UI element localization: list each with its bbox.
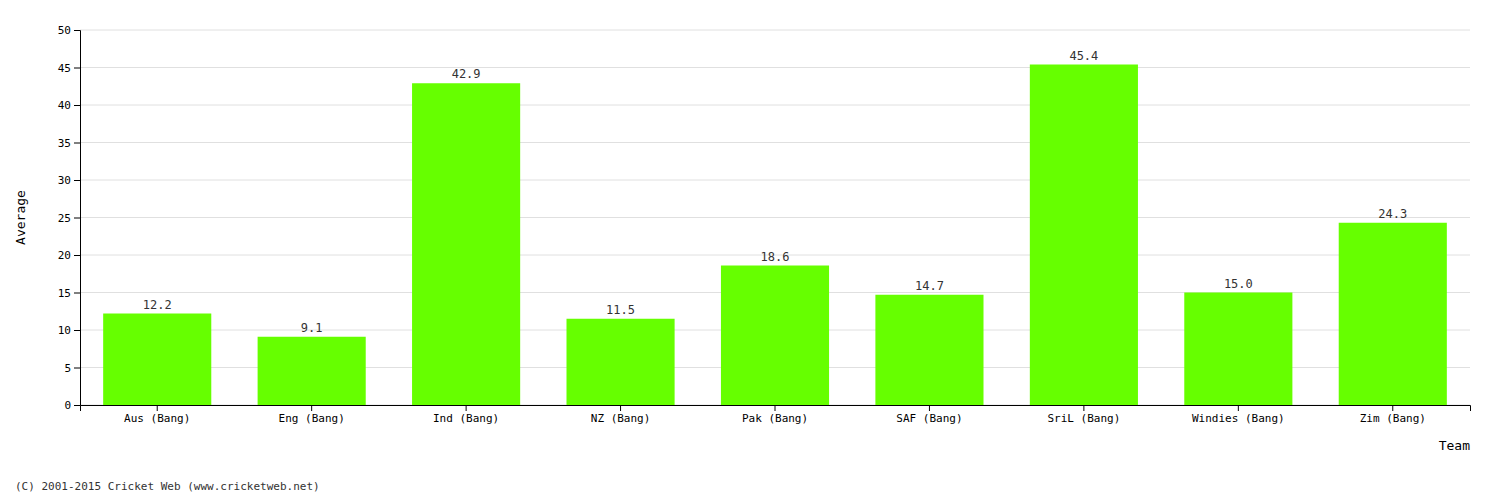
tick-label: 45 bbox=[58, 62, 71, 75]
tick: 50 bbox=[58, 24, 80, 37]
tick-mark bbox=[466, 405, 467, 411]
tick-mark bbox=[775, 405, 776, 411]
bar bbox=[875, 295, 983, 405]
tick-mark bbox=[74, 180, 80, 181]
data-label: 24.3 bbox=[1378, 207, 1407, 221]
grid-line bbox=[80, 30, 1470, 31]
plot-area: 12.2 9.1 42.9 11.5 18.6 14.7 45.4 15.0 24.3 Aus (… bbox=[58, 24, 1471, 425]
grid-line bbox=[80, 105, 1470, 106]
tick: Eng (Bang) bbox=[279, 405, 345, 425]
x-axis: Aus (Bang) Eng (Bang) Ind (Bang) NZ (Bang) P… bbox=[81, 405, 1471, 425]
tick: 30 bbox=[58, 174, 80, 187]
tick-mark bbox=[74, 105, 80, 106]
tick-mark bbox=[1083, 405, 1084, 411]
tick-mark bbox=[311, 405, 312, 411]
tick: Pak (Bang) bbox=[742, 405, 808, 425]
bar bbox=[721, 266, 829, 406]
tick-mark bbox=[74, 255, 80, 256]
tick-mark bbox=[74, 368, 80, 369]
tick-mark bbox=[74, 330, 80, 331]
tick: 45 bbox=[58, 62, 80, 75]
tick-mark bbox=[74, 30, 80, 31]
chart: 12.2 9.1 42.9 11.5 18.6 14.7 45.4 15.0 24.3 Aus (… bbox=[0, 0, 1500, 500]
tick: NZ (Bang) bbox=[591, 405, 651, 425]
tick-label: SAF (Bang) bbox=[896, 412, 962, 425]
tick-label: Ind (Bang) bbox=[433, 412, 499, 425]
data-label: 11.5 bbox=[606, 303, 635, 317]
tick-label: 20 bbox=[58, 249, 71, 262]
y-axis-title: Average bbox=[13, 190, 28, 245]
bar bbox=[1339, 223, 1447, 405]
tick-mark bbox=[74, 405, 80, 406]
tick-label: 40 bbox=[58, 99, 71, 112]
tick: 10 bbox=[58, 324, 80, 337]
tick-mark bbox=[1238, 405, 1239, 411]
tick-label: Aus (Bang) bbox=[124, 412, 190, 425]
y-axis: 0 5 10 15 20 25 30 35 40 45 50 bbox=[58, 24, 81, 412]
bar bbox=[1184, 293, 1292, 406]
data-label: 42.9 bbox=[452, 67, 481, 81]
tick: 20 bbox=[58, 249, 80, 262]
grid-line bbox=[80, 67, 1470, 68]
tick-mark bbox=[74, 218, 80, 219]
data-label: 12.2 bbox=[143, 298, 172, 312]
bar bbox=[258, 337, 366, 405]
tick-label: NZ (Bang) bbox=[591, 412, 651, 425]
tick-label: SriL (Bang) bbox=[1047, 412, 1120, 425]
bars bbox=[103, 65, 1447, 406]
tick-label: Zim (Bang) bbox=[1360, 412, 1426, 425]
tick-label: 5 bbox=[64, 362, 71, 375]
tick-label: Eng (Bang) bbox=[279, 412, 345, 425]
tick: Aus (Bang) bbox=[124, 405, 190, 425]
tick-mark bbox=[74, 293, 80, 294]
tick-mark bbox=[74, 143, 80, 144]
tick-label: 25 bbox=[58, 212, 71, 225]
grid-line bbox=[80, 217, 1470, 218]
grid-line bbox=[80, 142, 1470, 143]
x-axis-title: Team bbox=[1439, 438, 1470, 453]
tick-label: Windies (Bang) bbox=[1192, 412, 1285, 425]
bar bbox=[412, 83, 520, 405]
data-label: 18.6 bbox=[761, 250, 790, 264]
bar bbox=[1030, 65, 1138, 406]
tick-mark bbox=[620, 405, 621, 411]
tick: Zim (Bang) bbox=[1360, 405, 1426, 425]
grid bbox=[80, 30, 1470, 405]
tick-label: 10 bbox=[58, 324, 71, 337]
data-label: 15.0 bbox=[1224, 277, 1253, 291]
tick: 40 bbox=[58, 99, 80, 112]
tick: SriL (Bang) bbox=[1047, 405, 1120, 425]
tick: 35 bbox=[58, 137, 80, 150]
tick-label: 30 bbox=[58, 174, 71, 187]
tick: 5 bbox=[64, 362, 80, 375]
tick: SAF (Bang) bbox=[896, 405, 962, 425]
tick-label: 50 bbox=[58, 24, 71, 37]
tick-mark bbox=[74, 68, 80, 69]
tick-mark bbox=[1392, 405, 1393, 411]
grid-line bbox=[80, 180, 1470, 181]
data-label: 9.1 bbox=[301, 321, 323, 335]
axis-line bbox=[81, 406, 1471, 412]
bar bbox=[103, 314, 211, 406]
tick-label: 0 bbox=[64, 399, 71, 412]
axis-line bbox=[74, 31, 81, 406]
tick: Ind (Bang) bbox=[433, 405, 499, 425]
tick: 15 bbox=[58, 287, 80, 300]
data-label: 14.7 bbox=[915, 279, 944, 293]
tick-mark bbox=[157, 405, 158, 411]
tick-label: Pak (Bang) bbox=[742, 412, 808, 425]
tick: Windies (Bang) bbox=[1192, 405, 1285, 425]
data-labels: 12.2 9.1 42.9 11.5 18.6 14.7 45.4 15.0 24.3 bbox=[143, 49, 1407, 335]
bar bbox=[567, 319, 675, 405]
tick-label: 35 bbox=[58, 137, 71, 150]
tick: 0 bbox=[64, 399, 80, 412]
tick: 25 bbox=[58, 212, 80, 225]
tick-mark bbox=[929, 405, 930, 411]
footnote: (C) 2001-2015 Cricket Web (www.cricketwe… bbox=[15, 480, 320, 493]
data-label: 45.4 bbox=[1069, 49, 1098, 63]
tick-label: 15 bbox=[58, 287, 71, 300]
